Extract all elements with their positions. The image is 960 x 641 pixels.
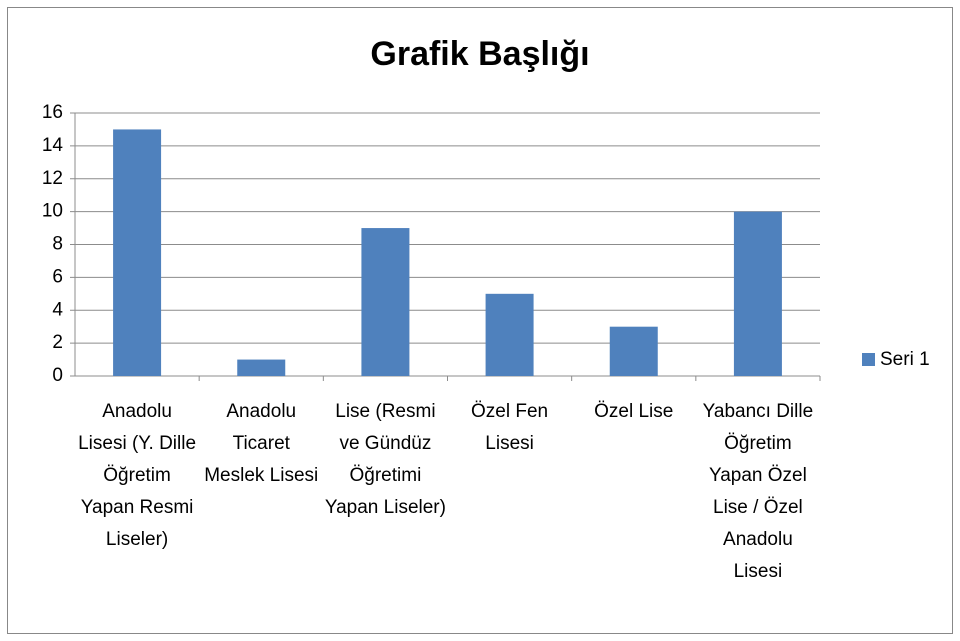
y-tick-label: 0 bbox=[52, 365, 63, 386]
x-tick-label: Anadolu Ticaret Meslek Lisesi bbox=[204, 401, 319, 486]
chart-border bbox=[7, 7, 953, 634]
bar bbox=[113, 129, 162, 376]
x-tick-label: Özel Fen Lisesi bbox=[471, 401, 549, 454]
x-tick-label: Yabancı Dille Öğretim Yapan Özel Lise / … bbox=[702, 401, 814, 582]
legend-swatch bbox=[862, 353, 875, 366]
legend-label: Seri 1 bbox=[880, 349, 930, 370]
y-tick-label: 4 bbox=[52, 299, 63, 320]
bar bbox=[609, 326, 658, 376]
x-tick-label: Özel Lise bbox=[594, 401, 674, 422]
x-tick-label: Lise (Resmi ve Gündüz Öğretimi Yapan Lis… bbox=[324, 401, 446, 518]
y-tick-label: 16 bbox=[42, 102, 63, 123]
y-tick-label: 10 bbox=[42, 201, 63, 222]
chart-title: Grafik Başlığı bbox=[370, 35, 589, 73]
bar bbox=[485, 293, 534, 376]
y-tick-label: 8 bbox=[52, 234, 63, 255]
x-tick-label: Anadolu Lisesi (Y. Dille Öğretim Yapan R… bbox=[78, 401, 197, 550]
y-tick-label: 14 bbox=[42, 135, 64, 156]
bar bbox=[733, 211, 782, 376]
y-tick-label: 2 bbox=[52, 332, 63, 353]
y-tick-label: 6 bbox=[52, 266, 63, 287]
bar bbox=[237, 359, 286, 376]
bar bbox=[361, 228, 410, 376]
y-tick-label: 12 bbox=[42, 168, 63, 189]
